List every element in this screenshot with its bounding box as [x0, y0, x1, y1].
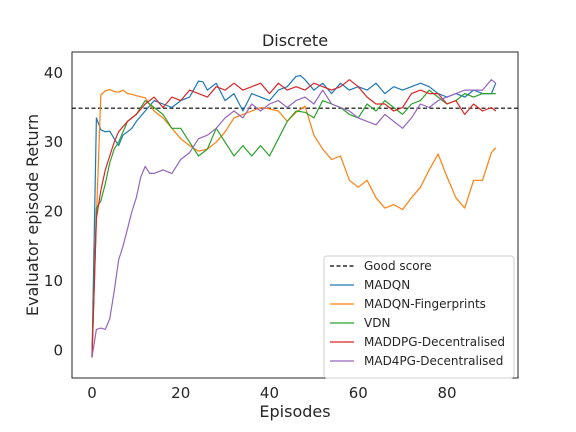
y-axis-ticks: 0 10 20 30 40: [44, 64, 63, 359]
plot-area: [71, 51, 519, 379]
x-tick-label: 60: [349, 384, 368, 402]
series-line-madqn-fingerprints: [91, 88, 497, 358]
x-tick-label: 0: [87, 384, 97, 402]
y-tick-label: 10: [44, 272, 63, 290]
y-tick-label: 30: [44, 133, 63, 151]
legend-entry-label: MADQN: [364, 278, 410, 292]
y-tick-label: 40: [44, 64, 63, 82]
legend-frame: [323, 255, 515, 379]
y-tick-label: 0: [53, 341, 63, 359]
legend-entry-label: Good score: [364, 259, 432, 273]
series-layer: [91, 74, 497, 358]
chart-title: Discrete: [262, 31, 328, 50]
legend-entry-label: MADQN-Fingerprints: [364, 297, 486, 311]
plot-frame: [71, 51, 519, 379]
series-line-mad4pg-decentralised: [91, 79, 497, 358]
legend-entry-label: MADDPG-Decentralised: [364, 335, 505, 349]
x-tick-label: 20: [171, 384, 190, 402]
y-axis-label: Evaluator episode Return: [23, 114, 42, 316]
x-tick-label: 80: [437, 384, 456, 402]
legend-entry-label: MAD4PG-Decentralised: [364, 354, 503, 368]
y-tick-label: 20: [44, 203, 63, 221]
series-line-madqn: [91, 74, 497, 358]
legend: Good score MADQN MADQN-Fingerprints VDN MADD…: [323, 255, 515, 379]
legend-entry-label: VDN: [364, 316, 390, 330]
x-axis-label: Episodes: [259, 402, 330, 421]
series-line-maddpg-decentralised: [91, 79, 497, 358]
x-tick-label: 40: [260, 384, 279, 402]
x-axis-ticks: 0 20 40 60 80: [87, 384, 456, 402]
